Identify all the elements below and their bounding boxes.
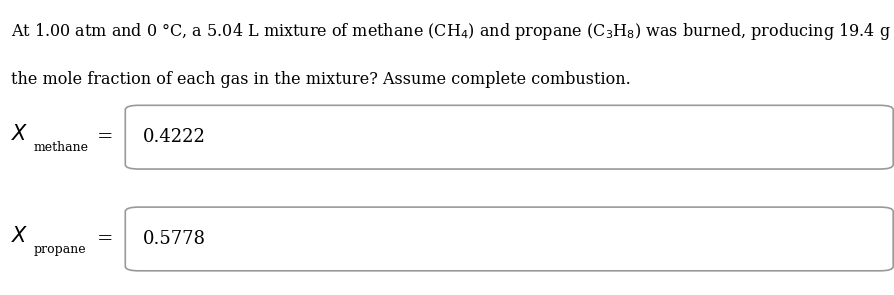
Text: =: = [97, 128, 113, 146]
Text: =: = [97, 230, 113, 248]
FancyBboxPatch shape [125, 207, 892, 271]
Text: 0.5778: 0.5778 [143, 230, 206, 248]
Text: methane: methane [34, 141, 89, 154]
Text: $X$: $X$ [11, 226, 29, 246]
Text: propane: propane [34, 243, 87, 256]
Text: the mole fraction of each gas in the mixture? Assume complete combustion.: the mole fraction of each gas in the mix… [11, 71, 629, 88]
Text: 0.4222: 0.4222 [143, 128, 206, 146]
Text: $X$: $X$ [11, 124, 29, 144]
Text: At 1.00 atm and 0 $\degree$C, a 5.04 L mixture of methane (CH$_4$) and propane (: At 1.00 atm and 0 $\degree$C, a 5.04 L m… [11, 21, 894, 42]
FancyBboxPatch shape [125, 105, 892, 169]
